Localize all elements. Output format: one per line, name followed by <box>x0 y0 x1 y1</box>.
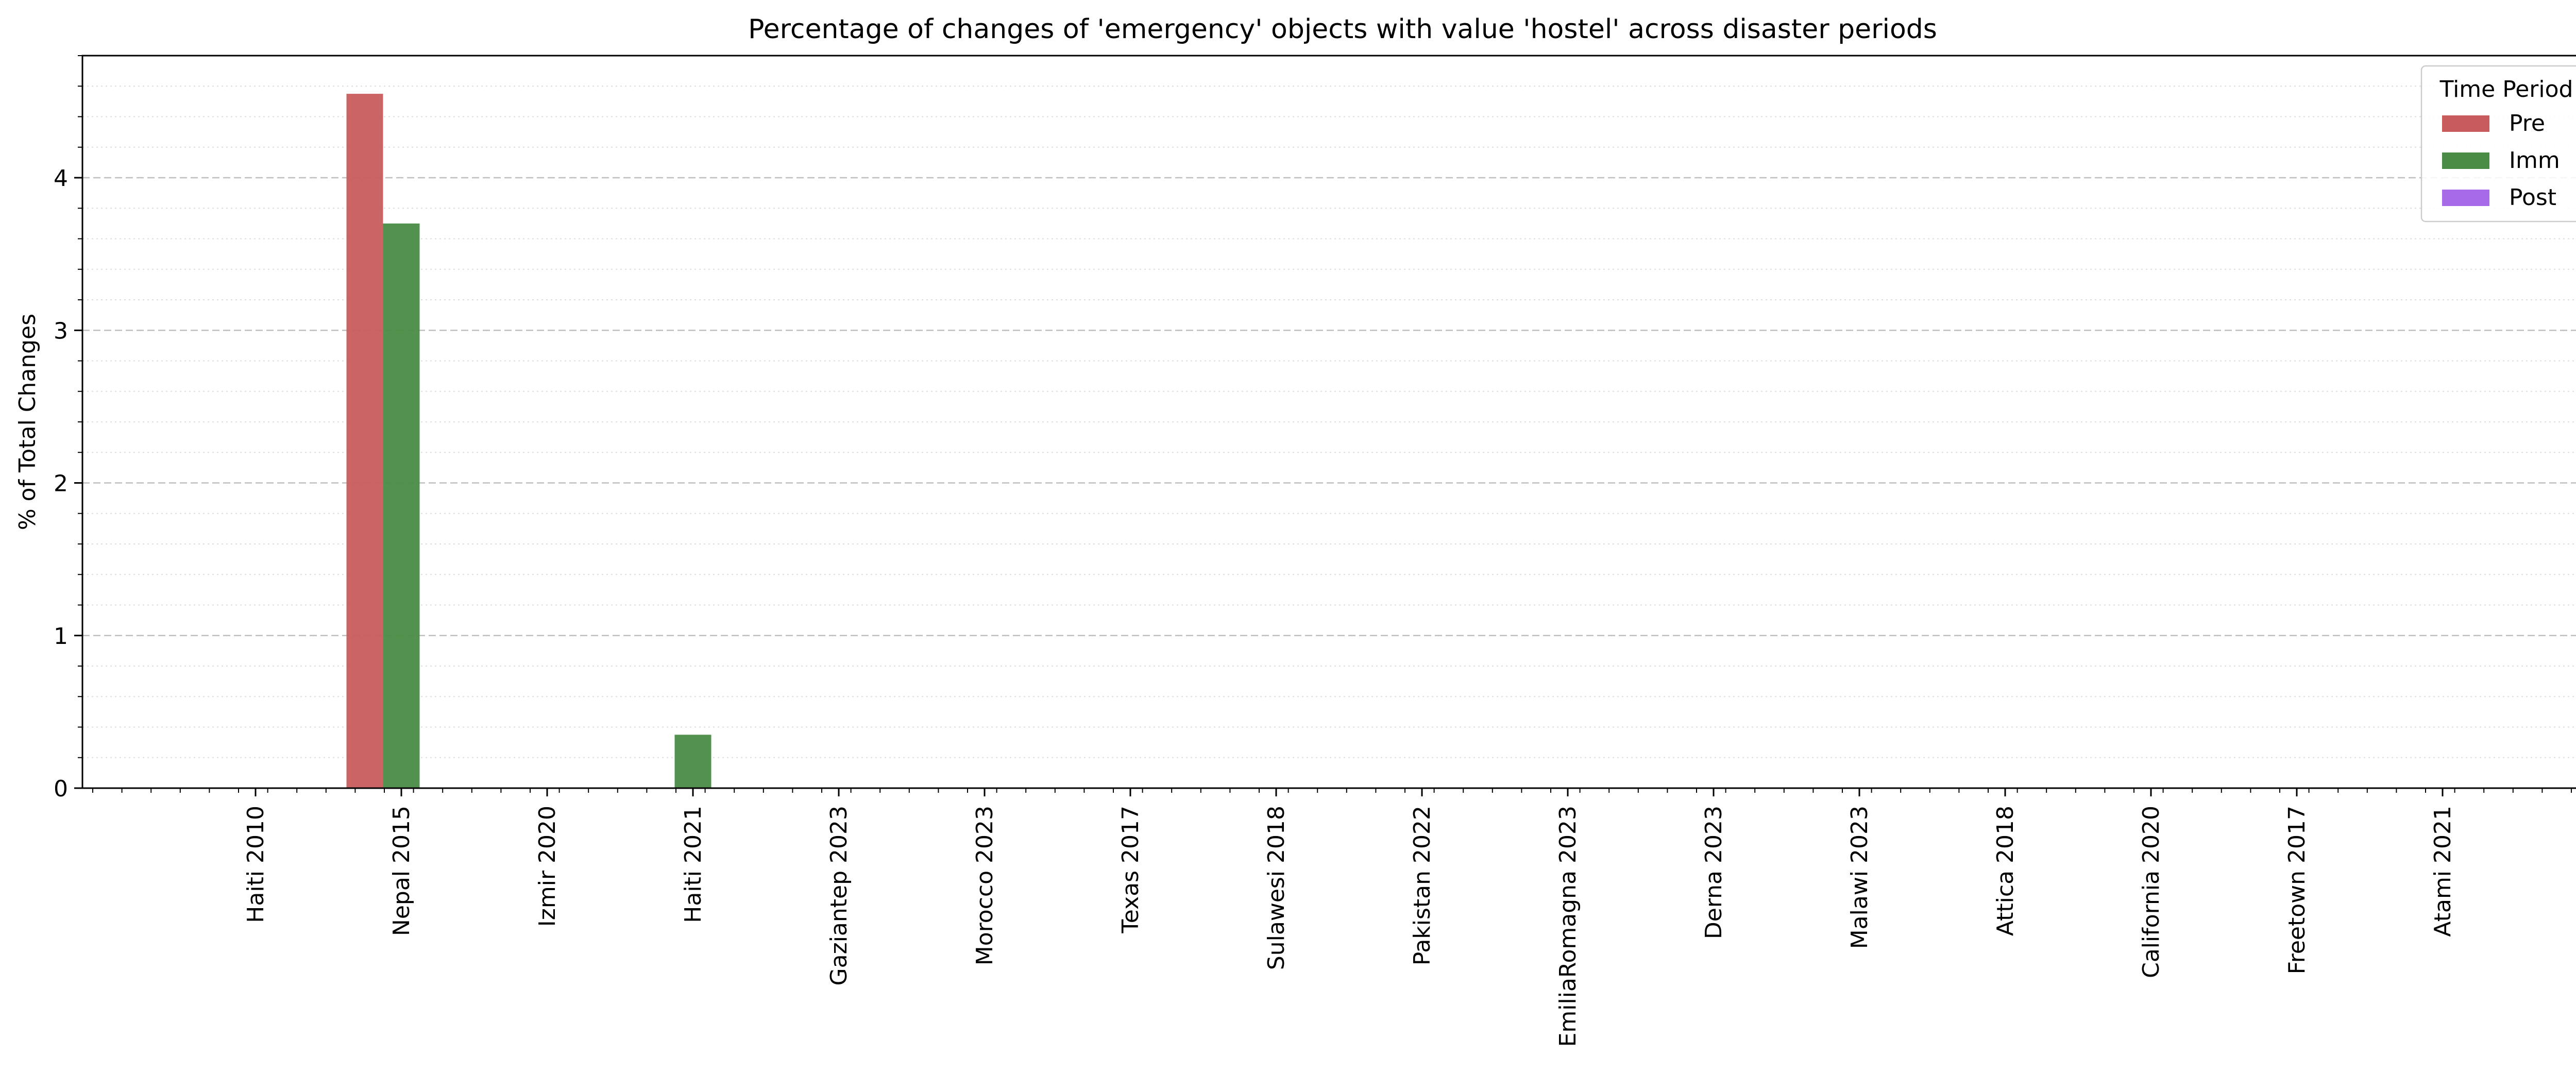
x-tick-label: EmiliaRomagna 2023 <box>1555 806 1581 1047</box>
legend-box <box>2420 65 2576 223</box>
legend-label-imm: Imm <box>2509 147 2560 174</box>
x-tick-label: Attica 2018 <box>1992 806 2019 936</box>
x-tick-label: Gaziantep 2023 <box>826 806 852 985</box>
chart-title: Percentage of changes of 'emergency' obj… <box>748 14 1937 45</box>
x-tick-label: Nepal 2015 <box>388 806 415 936</box>
bars <box>346 94 711 788</box>
x-tick-label: Sulawesi 2018 <box>1263 806 1290 970</box>
y-tick-label: 0 <box>54 776 68 802</box>
legend-swatch-pre <box>2442 115 2489 132</box>
x-tick-label: Pakistan 2022 <box>1409 806 1435 965</box>
x-tick-label: Derna 2023 <box>1701 806 1727 939</box>
legend-swatch-post <box>2442 190 2489 206</box>
bar-imm <box>674 735 711 788</box>
x-tick-label: Atami 2021 <box>2430 806 2456 937</box>
axis-ticks: 0 1 2 3 4 Haiti 2010 Nepal 2015 Izmir 2020 Haiti… <box>54 55 2572 1047</box>
grid <box>82 55 2576 758</box>
bar-imm <box>383 223 420 788</box>
legend-swatch-imm <box>2442 152 2489 169</box>
x-tick-label: Haiti 2021 <box>680 806 706 923</box>
x-tick-label: Malawi 2023 <box>1846 806 1873 949</box>
y-tick-label: 4 <box>54 165 68 192</box>
x-tick-label: Texas 2017 <box>1117 806 1144 934</box>
y-tick-label: 2 <box>54 471 68 497</box>
legend-title: Time Period <box>2439 76 2573 103</box>
y-tick-label: 3 <box>54 318 68 344</box>
y-tick-label: 1 <box>54 623 68 650</box>
x-tick-label: Izmir 2020 <box>534 806 561 927</box>
x-tick-label: Morocco 2023 <box>972 806 998 965</box>
bar-pre <box>346 94 383 788</box>
x-tick-label: California 2020 <box>2138 806 2164 978</box>
x-tick-label: Haiti 2010 <box>243 806 269 923</box>
y-axis-label: % of Total Changes <box>14 314 41 530</box>
legend-label-pre: Pre <box>2509 110 2545 137</box>
x-tick-label: Freetown 2017 <box>2284 806 2310 974</box>
legend: Time Period Pre Imm Post <box>2420 65 2576 223</box>
legend-label-post: Post <box>2509 184 2556 211</box>
